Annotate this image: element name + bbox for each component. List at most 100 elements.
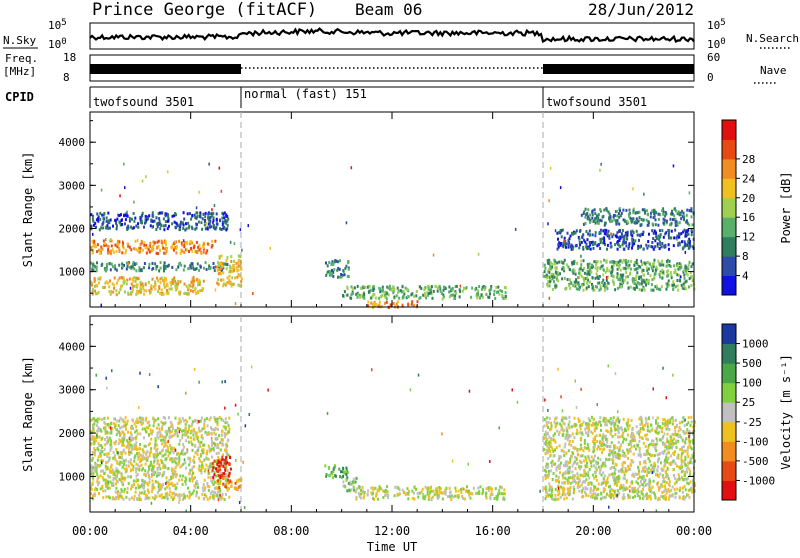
heatmap-cell (186, 241, 188, 244)
heatmap-cell (557, 279, 559, 282)
heatmap-cell (372, 487, 374, 490)
heatmap-cell (618, 216, 620, 219)
heatmap-cell (203, 421, 205, 424)
heatmap-cell (194, 228, 196, 231)
heatmap-cell (629, 209, 631, 212)
heatmap-cell (158, 245, 160, 248)
heatmap-cell (606, 248, 608, 251)
heatmap-cell (132, 288, 134, 291)
heatmap-cell (411, 303, 413, 306)
heatmap-cell (188, 441, 190, 444)
heatmap-cell (673, 236, 675, 239)
heatmap-cell (136, 448, 138, 451)
heatmap-cell (126, 491, 128, 494)
heatmap-cell (630, 260, 632, 263)
heatmap-cell (123, 460, 125, 463)
heatmap-cell (669, 236, 671, 239)
heatmap-cell (666, 220, 668, 223)
heatmap-cell (661, 242, 663, 245)
heatmap-cell (154, 497, 156, 500)
heatmap-cell (629, 272, 631, 275)
heatmap-cell (147, 450, 149, 453)
heatmap-cell (198, 457, 200, 460)
heatmap-cell (113, 418, 115, 421)
heatmap-cell (561, 268, 563, 271)
heatmap-cell (617, 248, 619, 251)
heatmap-cell (124, 433, 126, 436)
heatmap-cell (589, 214, 591, 217)
heatmap-cell (648, 471, 650, 474)
heatmap-cell (486, 487, 488, 490)
heatmap-cell (658, 213, 660, 216)
heatmap-cell (130, 468, 132, 471)
heatmap-cell (135, 425, 137, 428)
heatmap-cell (610, 242, 612, 245)
heatmap-cell (110, 238, 112, 241)
heatmap-cell (650, 215, 652, 218)
heatmap-cell (671, 230, 673, 233)
heatmap-cell (169, 432, 171, 435)
heatmap-cell (235, 482, 237, 485)
heatmap-cell (183, 239, 185, 242)
heatmap-cell (162, 244, 164, 247)
heatmap-cell (96, 474, 98, 477)
heatmap-cell (219, 167, 221, 170)
heatmap-cell (218, 272, 220, 275)
heatmap-cell (618, 266, 620, 269)
heatmap-cell (692, 279, 694, 282)
heatmap-cell (222, 465, 224, 468)
heatmap-cell (148, 266, 150, 269)
heatmap-cell (235, 262, 237, 265)
heatmap-cell (158, 489, 160, 492)
heatmap-cell (133, 247, 135, 250)
heatmap-cell (682, 416, 684, 419)
cpid-segment-label: normal (fast) 151 (244, 87, 367, 101)
heatmap-cell (621, 468, 623, 471)
heatmap-cell (201, 434, 203, 437)
heatmap-cell (587, 208, 589, 211)
heatmap-cell (627, 260, 629, 263)
heatmap-cell (116, 420, 118, 423)
heatmap-cell (639, 288, 641, 291)
heatmap-cell (631, 238, 633, 241)
heatmap-cell (625, 244, 627, 247)
heatmap-cell (163, 496, 165, 499)
heatmap-cell (442, 498, 444, 501)
heatmap-cell (112, 482, 114, 485)
heatmap-cell (632, 187, 634, 190)
heatmap-cell (637, 466, 639, 469)
heatmap-cell (153, 470, 155, 473)
heatmap-cell (174, 429, 176, 432)
heatmap-cell (557, 248, 559, 251)
heatmap-cell (227, 276, 229, 279)
heatmap-cell (98, 455, 100, 458)
heatmap-cell (644, 434, 646, 437)
heatmap-cell (588, 285, 590, 288)
heatmap-cell (135, 480, 137, 483)
heatmap-cell (154, 241, 156, 244)
heatmap-cell (449, 492, 451, 495)
heatmap-cell (668, 232, 670, 235)
heatmap-cell (208, 489, 210, 492)
heatmap-cell (622, 435, 624, 438)
heatmap-cell (656, 285, 658, 288)
heatmap-cell (138, 486, 140, 489)
heatmap-cell (603, 259, 605, 262)
heatmap-cell (222, 493, 224, 496)
heatmap-cell (152, 487, 154, 490)
heatmap-cell (166, 433, 168, 436)
heatmap-cell (126, 214, 128, 217)
heatmap-cell (192, 472, 194, 475)
heatmap-cell (331, 262, 333, 265)
heatmap-cell (110, 422, 112, 425)
heatmap-cell (217, 443, 219, 446)
heatmap-cell (185, 426, 187, 429)
heatmap-cell (167, 227, 169, 230)
heatmap-cell (101, 263, 103, 266)
heatmap-cell (157, 481, 159, 484)
heatmap-cell (212, 476, 214, 479)
heatmap-cell (346, 286, 348, 289)
heatmap-cell (670, 271, 672, 274)
heatmap-cell (400, 289, 402, 292)
